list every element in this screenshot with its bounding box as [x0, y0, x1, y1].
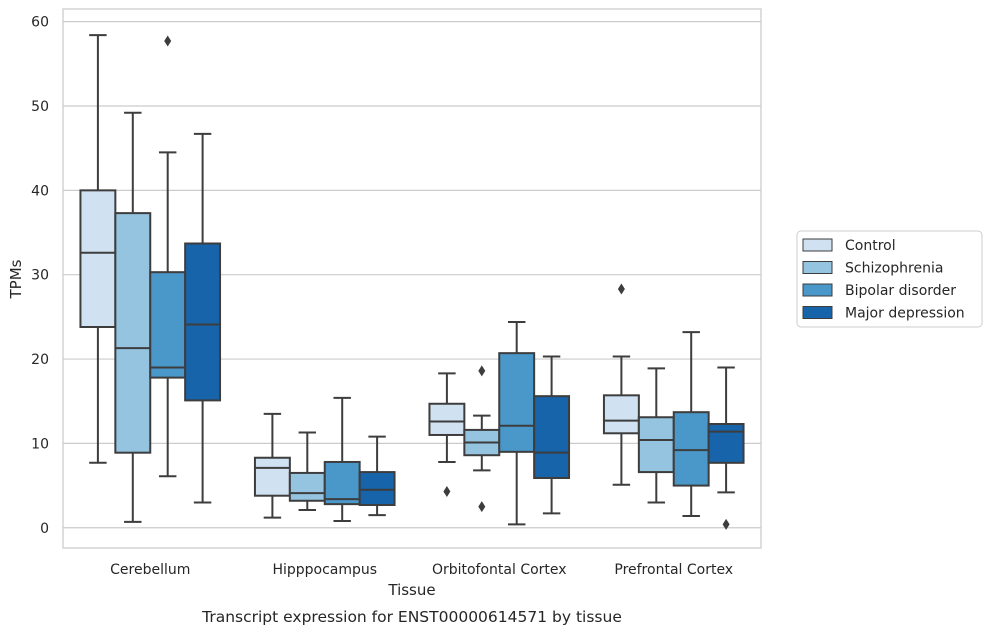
- y-tick-label: 50: [31, 99, 49, 115]
- box-1-2: [323, 396, 361, 523]
- legend-item: Control: [802, 238, 896, 254]
- box-2-3: [533, 355, 571, 515]
- outlier-point: [722, 518, 730, 530]
- box-iqr: [323, 460, 361, 506]
- box-2-0: [428, 372, 466, 497]
- x-tick-labels: Cerebellum Hipppocampus Orbitofontal Corte…: [110, 562, 733, 578]
- x-axis-label: Tissue: [387, 581, 435, 599]
- legend-swatch: [802, 238, 833, 252]
- y-tick-label: 60: [31, 15, 49, 31]
- y-tick-labels: 0 10 20 30 40 50 60: [31, 15, 49, 537]
- x-tick-label: Cerebellum: [110, 562, 190, 578]
- box-3-1: [637, 367, 675, 504]
- outlier-point: [478, 501, 486, 513]
- outlier-point: [443, 485, 451, 497]
- box-iqr: [498, 352, 536, 453]
- legend-label: Schizophrenia: [845, 261, 943, 277]
- box-iqr: [428, 402, 466, 436]
- box-0-2: [149, 35, 187, 478]
- x-tick-label: Prefrontal Cortex: [614, 562, 733, 578]
- figure-caption: Transcript expression for ENST0000061457…: [201, 608, 622, 626]
- box-iqr: [672, 411, 710, 487]
- box-iqr: [358, 471, 396, 506]
- legend-label: Control: [845, 238, 896, 254]
- box-3-0: [602, 283, 640, 486]
- y-axis-label: TPMs: [7, 259, 25, 299]
- legend-swatch: [802, 306, 833, 319]
- box-iqr: [184, 242, 222, 402]
- box-iqr: [149, 271, 187, 379]
- y-tick-label: 0: [40, 521, 49, 537]
- legend: Control Schizophrenia Bipolar disorder Majo…: [796, 230, 983, 328]
- box-3-3: [707, 366, 745, 530]
- legend-item: Bipolar disorder: [802, 283, 956, 299]
- box-iqr: [533, 395, 571, 479]
- y-tick-label: 10: [31, 436, 49, 452]
- legend-label: Major depression: [845, 306, 965, 322]
- legend-swatch: [802, 283, 833, 297]
- box-3-2: [672, 331, 710, 517]
- box-iqr: [637, 416, 675, 474]
- y-tick-label: 20: [31, 352, 49, 368]
- box-2-2: [498, 320, 536, 526]
- outlier-point: [617, 283, 625, 295]
- box-iqr: [288, 471, 326, 502]
- legend-frame: [796, 230, 983, 328]
- legend-item: Schizophrenia: [802, 261, 943, 277]
- legend-swatch: [802, 261, 833, 274]
- outlier-point: [164, 35, 172, 47]
- legend-item: Major depression: [802, 306, 965, 322]
- y-tick-label: 40: [31, 183, 49, 199]
- box-1-3: [358, 435, 396, 517]
- x-tick-label: Orbitofontal Cortex: [432, 562, 567, 578]
- box-2-1: [463, 365, 501, 513]
- box-0-1: [114, 111, 152, 523]
- box-iqr: [602, 394, 640, 435]
- box-0-0: [79, 34, 117, 464]
- outlier-point: [478, 365, 486, 377]
- box-1-0: [253, 412, 291, 519]
- boxes: [79, 34, 745, 530]
- box-iqr: [79, 189, 117, 329]
- box-iqr: [114, 212, 152, 454]
- box-iqr: [253, 456, 291, 497]
- y-tick-label: 30: [31, 268, 49, 284]
- box-0-3: [184, 132, 222, 504]
- x-tick-label: Hipppocampus: [272, 562, 377, 578]
- box-iqr: [707, 423, 745, 464]
- legend-label: Bipolar disorder: [845, 283, 956, 299]
